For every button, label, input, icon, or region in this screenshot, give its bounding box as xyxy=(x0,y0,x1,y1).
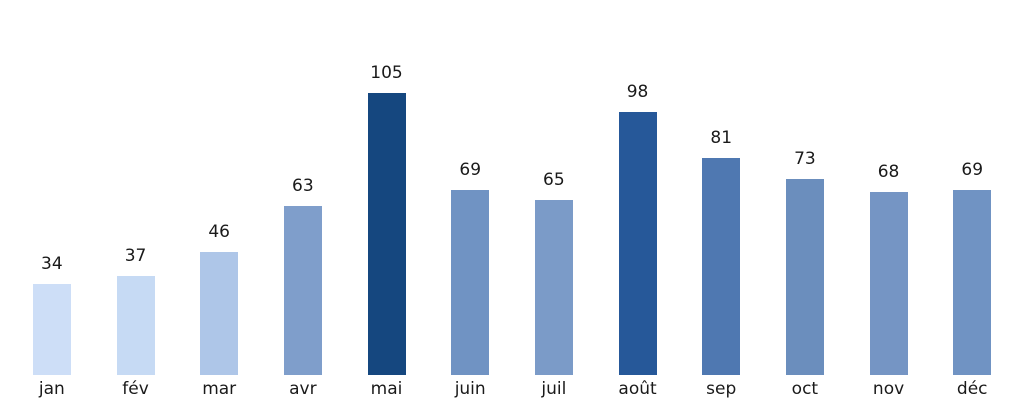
bar-column-août: 98 août xyxy=(596,0,680,404)
bar-value-label: 105 xyxy=(370,63,403,83)
bar-value-label: 63 xyxy=(292,175,314,196)
bar-column-mai: 105 mai xyxy=(345,0,429,404)
bar-chart-plot-area: 34 jan 37 fév 46 mar 63 avr 105 mai 69 juin 65 juil 98… xyxy=(10,0,1014,404)
bar-column-sep: 81 sep xyxy=(679,0,763,404)
bar-avr xyxy=(283,205,322,375)
bar-août xyxy=(618,111,657,375)
bar-value-label: 37 xyxy=(124,245,147,266)
bar-column-fév: 37 fév xyxy=(94,0,178,404)
bar-value-label: 68 xyxy=(877,162,900,183)
bar-column-oct: 73 oct xyxy=(763,0,847,404)
bar-mar xyxy=(200,251,239,375)
bar-column-mar: 46 mar xyxy=(177,0,261,404)
bar-column-juin: 69 juin xyxy=(428,0,512,404)
x-tick-label: sep xyxy=(706,379,737,399)
x-tick-label: avr xyxy=(289,379,317,399)
bar-value-label: 81 xyxy=(710,127,733,148)
bar-value-label: 34 xyxy=(41,253,63,274)
x-tick-label: jan xyxy=(38,379,65,399)
bar-value-label: 46 xyxy=(208,221,230,242)
bar-column-jan: 34 jan xyxy=(10,0,94,404)
bar-column-avr: 63 avr xyxy=(261,0,345,404)
x-tick-label: déc xyxy=(956,379,988,399)
x-tick-label: mar xyxy=(202,379,237,399)
x-tick-label: fév xyxy=(122,379,149,399)
bar-value-label: 65 xyxy=(543,170,565,191)
x-tick-label: nov xyxy=(872,379,905,399)
bar-fév xyxy=(116,275,155,375)
bar-value-label: 98 xyxy=(626,81,649,102)
bar-juin xyxy=(451,189,490,375)
bar-column-juil: 65 juil xyxy=(512,0,596,404)
bar-value-label: 69 xyxy=(459,159,482,180)
x-tick-label: mai xyxy=(370,379,403,399)
bar-column-déc: 69 déc xyxy=(930,0,1014,404)
bar-column-nov: 68 nov xyxy=(847,0,931,404)
x-tick-label: juil xyxy=(541,379,567,399)
bar-value-label: 69 xyxy=(961,159,984,180)
x-tick-label: oct xyxy=(791,379,819,399)
bar-oct xyxy=(785,178,824,375)
bar-déc xyxy=(953,189,992,375)
bar-juil xyxy=(534,200,573,375)
bar-sep xyxy=(702,157,741,375)
bar-value-label: 73 xyxy=(794,148,816,169)
x-tick-label: août xyxy=(618,379,657,399)
bar-nov xyxy=(869,192,908,375)
bar-mai xyxy=(367,93,406,375)
bar-jan xyxy=(32,283,71,375)
x-tick-label: juin xyxy=(454,379,486,399)
